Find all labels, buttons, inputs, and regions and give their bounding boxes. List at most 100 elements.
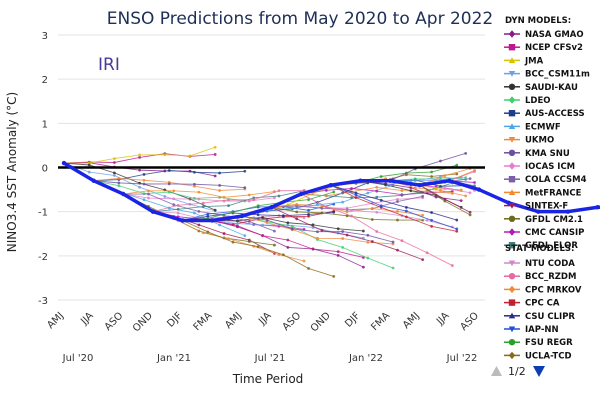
observed-point — [536, 209, 541, 214]
legend-item[interactable]: GFDL FLOR — [504, 241, 578, 251]
forecast-line — [330, 184, 457, 221]
legend-stat-header: STAT MODELS: — [505, 244, 574, 254]
legend-item[interactable]: ECMWF — [504, 122, 561, 132]
forecast-point — [243, 186, 247, 190]
forecast-point — [370, 218, 374, 221]
forecast-line — [93, 170, 245, 182]
forecast-point — [112, 174, 116, 177]
forecast-point — [172, 189, 176, 193]
legend-item-label: UCLA-TCD — [525, 351, 572, 361]
forecast-point — [87, 170, 91, 174]
legend-item[interactable]: IAP-NN — [504, 325, 559, 335]
forecast-point — [231, 240, 235, 244]
forecast-point — [391, 240, 395, 244]
forecast-point — [277, 194, 281, 198]
legend-item[interactable]: KMA SNU — [504, 149, 570, 159]
forecast-point — [404, 205, 408, 209]
forecast-point — [227, 204, 230, 208]
x-season-label: AMJ — [45, 310, 66, 331]
forecast-point — [286, 245, 290, 249]
forecast-point — [243, 234, 247, 238]
forecast-point — [421, 213, 425, 217]
legend-item-label: UKMO — [525, 136, 554, 146]
legend-item[interactable]: BCC_CSM11m — [504, 70, 590, 80]
forecast-point — [218, 189, 222, 192]
forecast-point — [197, 223, 201, 227]
forecast-point — [281, 253, 285, 257]
legend-item[interactable]: BCC_RZDM — [504, 272, 576, 282]
legend-item[interactable]: IOCAS ICM — [504, 162, 575, 172]
forecast-point — [167, 190, 171, 194]
legend-marker-icon — [508, 123, 516, 129]
forecast-point — [201, 201, 205, 205]
forecast-point — [147, 192, 150, 196]
forecast-point — [256, 245, 260, 248]
legend-item[interactable]: AUS-ACCESS — [504, 109, 585, 119]
legend-marker-icon — [508, 83, 516, 91]
legend-item[interactable]: FSU REGR — [504, 338, 573, 348]
legend-marker-icon — [508, 242, 516, 249]
forecast-point — [290, 224, 294, 228]
forecast-point — [167, 169, 171, 172]
legend-item[interactable]: COLA CCSM4 — [504, 175, 587, 185]
forecast-point — [455, 218, 459, 222]
forecast-point — [261, 234, 265, 238]
legend-item[interactable]: CMC CANSIP — [504, 228, 584, 238]
legend-item-label: AUS-ACCESS — [525, 109, 585, 119]
forecast-point — [206, 214, 210, 218]
forecast-point — [468, 213, 472, 217]
forecast-point — [379, 198, 383, 202]
forecast-point — [227, 198, 230, 202]
forecast-point — [243, 169, 247, 173]
x-season-label: OND — [309, 310, 333, 334]
legend-item-label: SAUDI-KAU — [525, 83, 578, 93]
legend-item[interactable]: UKMO — [504, 136, 554, 146]
legend-item-label: BCC_RZDM — [525, 272, 576, 282]
legend-item[interactable]: CPC MRKOV — [504, 285, 582, 295]
forecast-point — [341, 246, 345, 249]
forecast-point — [117, 184, 121, 188]
legend-item[interactable]: JMA — [504, 56, 544, 66]
legend-item-label: CMC CANSIP — [525, 228, 584, 238]
pager-prev-icon[interactable] — [491, 366, 502, 376]
pager-next-icon[interactable] — [533, 366, 545, 377]
forecast-point — [430, 211, 433, 214]
forecast-point — [247, 193, 251, 197]
legend-item[interactable]: GFDL CM2.1 — [504, 215, 583, 225]
forecast-point — [396, 218, 399, 222]
forecast-point — [265, 221, 269, 225]
legend-item[interactable]: LDEO — [504, 96, 551, 106]
legend-marker-icon — [508, 228, 516, 236]
legend-item-label: CPC MRKOV — [525, 285, 582, 295]
y-tick-label: 2 — [42, 75, 48, 86]
legend-marker-icon — [508, 149, 516, 156]
legend-item[interactable]: MetFRANCE — [504, 188, 582, 198]
x-date-label: Jan '22 — [348, 353, 383, 364]
observed-point — [565, 209, 571, 214]
forecast-point — [256, 204, 260, 208]
forecast-point — [413, 179, 417, 182]
legend-item-label: KMA SNU — [525, 149, 570, 159]
forecast-point — [261, 216, 265, 219]
forecast-point — [336, 227, 340, 231]
forecast-point — [332, 190, 336, 194]
legend-item[interactable]: NASA GMAO — [504, 30, 584, 40]
forecast-point — [332, 210, 336, 214]
forecast-point — [247, 240, 251, 243]
legend-item[interactable]: NCEP CFSv2 — [504, 43, 583, 53]
forecast-point — [430, 218, 433, 222]
forecast-point — [302, 216, 306, 220]
forecast-point — [307, 208, 310, 212]
legend-item[interactable]: CPC CA — [504, 299, 560, 309]
forecast-point — [375, 189, 379, 193]
x-season-label: DJF — [343, 310, 363, 330]
legend-item[interactable]: CSU CLIPR — [504, 312, 575, 322]
forecast-point — [404, 215, 408, 219]
forecast-point — [320, 229, 324, 232]
forecast-point — [468, 210, 472, 214]
legend-item[interactable]: SINTEX-F — [504, 202, 568, 212]
legend-item[interactable]: UCLA-TCD — [504, 351, 572, 361]
legend-item[interactable]: SAUDI-KAU — [504, 83, 578, 93]
forecast-point — [295, 217, 299, 221]
legend-item[interactable]: NTU CODA — [504, 259, 575, 269]
